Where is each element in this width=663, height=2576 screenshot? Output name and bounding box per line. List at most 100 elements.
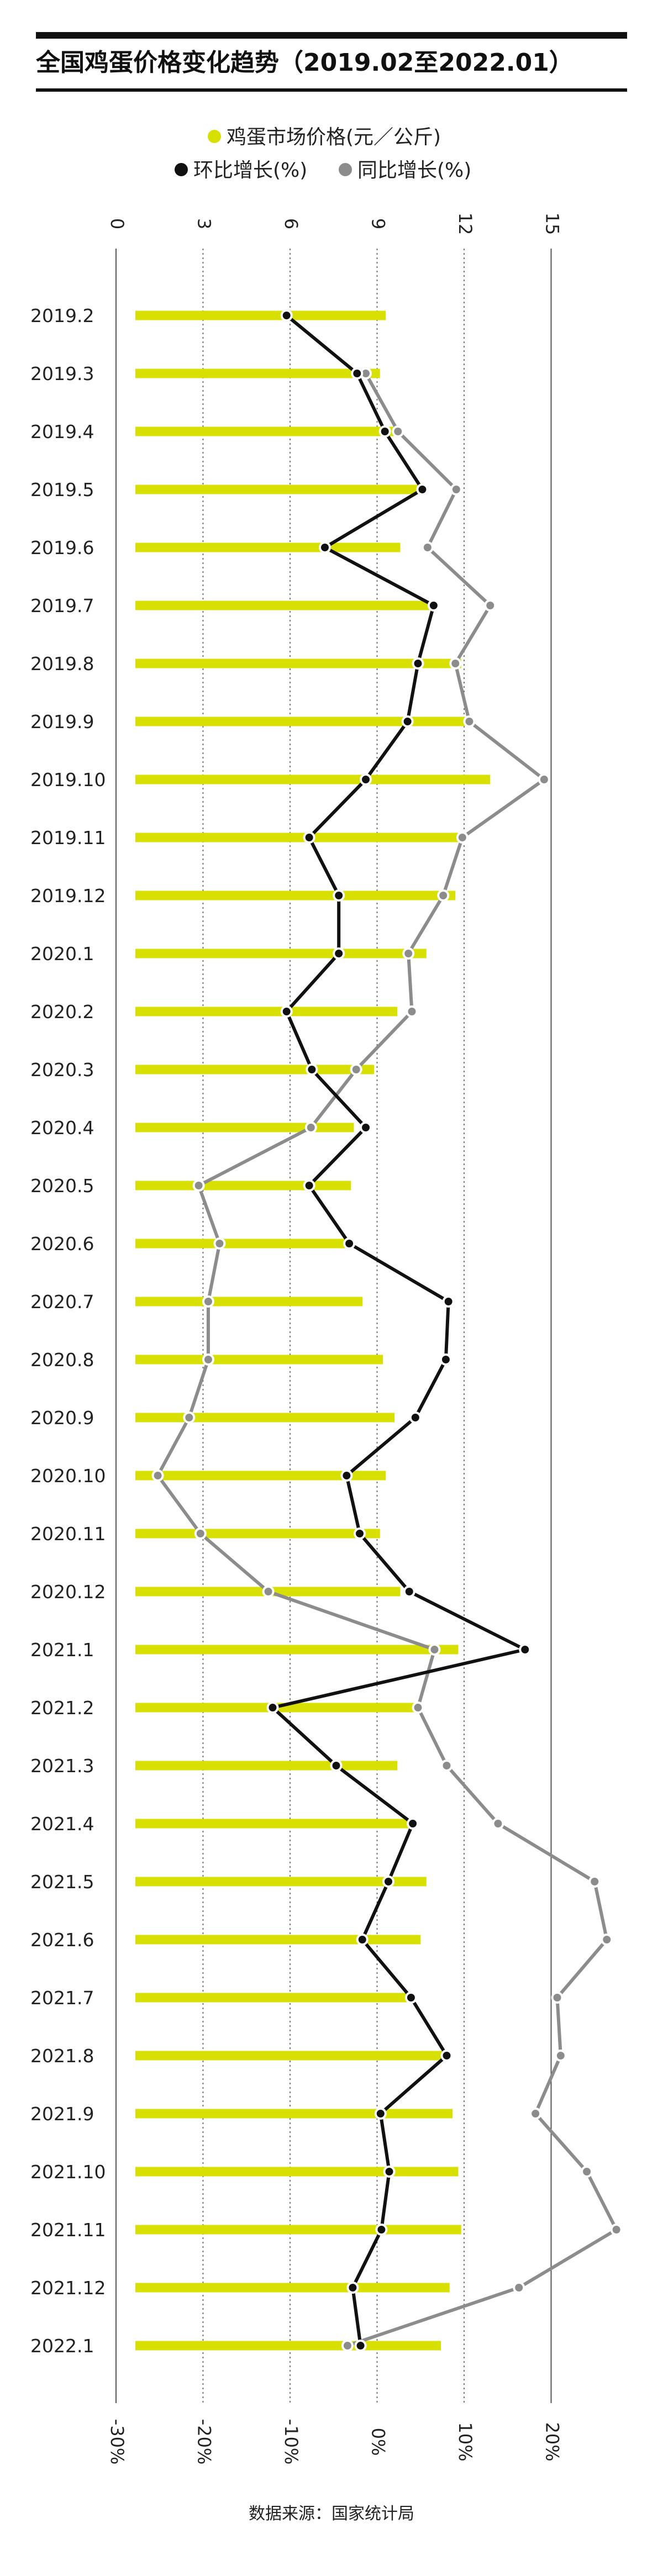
mom-point	[354, 2340, 367, 2352]
mom-point	[360, 773, 372, 786]
price-bar	[135, 368, 380, 378]
yoy-point	[350, 1063, 362, 1076]
yoy-point	[213, 1237, 226, 1250]
yoy-point	[392, 425, 404, 438]
yoy-point	[151, 1469, 164, 1482]
mom-point	[266, 1701, 279, 1714]
price-bar	[135, 2283, 450, 2293]
mom-point	[404, 1992, 417, 2004]
price-bar	[135, 717, 470, 726]
legend-yoy-swatch	[339, 163, 352, 176]
mom-point	[383, 2166, 396, 2178]
yoy-point	[202, 1295, 214, 1308]
yoy-point	[262, 1585, 275, 1598]
price-bar	[135, 1761, 398, 1771]
yoy-point	[183, 1411, 196, 1424]
price-bar	[135, 1529, 380, 1539]
mom-point	[403, 1585, 415, 1598]
price-bar	[135, 1935, 421, 1945]
price-tick-label: 15	[542, 213, 563, 235]
category-label: 2019.5	[30, 479, 94, 501]
yoy-point	[402, 947, 415, 960]
yoy-point	[341, 2340, 354, 2352]
mom-point	[346, 2282, 359, 2294]
price-bars	[135, 310, 491, 2351]
legend-mom-label: 环比增长(%)	[193, 159, 307, 182]
price-bar	[135, 891, 456, 900]
yoy-point	[437, 889, 450, 902]
legend-price-label: 鸡蛋市场价格(元／公斤)	[227, 126, 441, 149]
category-label: 2020.8	[30, 1349, 94, 1371]
mom-point	[378, 425, 391, 438]
mom-point	[407, 1818, 419, 1830]
category-label: 2020.6	[30, 1233, 94, 1255]
chart-title: 全国鸡蛋价格变化趋势（2019.02至2022.01）	[35, 49, 573, 77]
price-axis-ticks: 0 3 6 9 12 15	[107, 213, 563, 235]
price-bar	[135, 426, 394, 436]
category-label: 2021.4	[30, 1813, 94, 1835]
price-bar	[135, 1413, 394, 1423]
category-label: 2021.5	[30, 1871, 94, 1893]
price-bar	[135, 1297, 363, 1307]
price-bar	[135, 2109, 452, 2119]
category-label: 2022.1	[30, 2335, 94, 2357]
yoy-point	[492, 1818, 504, 1830]
mom-point	[343, 1237, 356, 1250]
yoy-point	[463, 715, 476, 728]
legend-price-swatch	[208, 130, 221, 143]
price-bar	[135, 1123, 354, 1132]
category-label: 2021.6	[30, 1929, 94, 1951]
mom-point	[280, 309, 293, 322]
yoy-point	[513, 2282, 525, 2294]
mom-point	[374, 2108, 387, 2120]
percent-axis-ticks: -30% -20% -10% 0% 10% 20%	[107, 2419, 563, 2465]
title-rule-bottom	[36, 88, 627, 92]
mom-point	[416, 483, 429, 496]
category-label: 2020.7	[30, 1291, 94, 1313]
category-label: 2019.8	[30, 653, 94, 675]
yoy-point	[202, 1353, 214, 1366]
yoy-point	[601, 1934, 613, 1946]
category-label: 2020.12	[30, 1581, 106, 1603]
yoy-series	[151, 367, 623, 2352]
mom-point	[401, 715, 414, 728]
price-bar	[135, 833, 461, 842]
yoy-point	[406, 1005, 418, 1018]
category-label: 2021.1	[30, 1639, 94, 1661]
category-label: 2020.4	[30, 1117, 94, 1139]
category-label: 2019.9	[30, 711, 94, 733]
mom-point	[375, 2224, 388, 2236]
price-bar	[135, 1993, 415, 2003]
mom-point	[333, 947, 345, 960]
mom-point	[440, 2050, 453, 2062]
title-rules	[36, 32, 627, 92]
price-tick-label: 3	[194, 218, 215, 229]
mom-point	[333, 889, 345, 902]
category-label: 2021.7	[30, 1987, 94, 2009]
yoy-point	[192, 1179, 205, 1192]
price-bar	[135, 600, 433, 610]
mom-point	[439, 1353, 452, 1366]
price-bar	[135, 2341, 441, 2351]
yoy-point	[304, 1121, 317, 1134]
category-label: 2019.3	[30, 363, 94, 384]
grid-lines	[115, 249, 552, 2403]
price-bar	[135, 775, 491, 784]
price-bar	[135, 2167, 459, 2177]
mom-point	[351, 367, 364, 380]
price-bar	[135, 1065, 375, 1074]
category-label: 2021.11	[30, 2219, 106, 2241]
price-bar	[135, 542, 401, 552]
legend-mom-swatch	[175, 163, 188, 176]
price-tick-label: 12	[455, 213, 476, 235]
category-label: 2021.12	[30, 2277, 106, 2299]
yoy-point	[588, 1876, 601, 1888]
yoy-point	[450, 483, 462, 496]
percent-tick-label: -30%	[107, 2419, 128, 2465]
yoy-point	[529, 2108, 542, 2120]
percent-tick-label: -20%	[194, 2419, 215, 2465]
price-tick-label: 6	[281, 218, 302, 229]
category-label: 2019.12	[30, 885, 106, 907]
category-labels: 2019.2 2019.3 2019.4 2019.5 2019.6 2019.7 2019…	[30, 305, 106, 2357]
